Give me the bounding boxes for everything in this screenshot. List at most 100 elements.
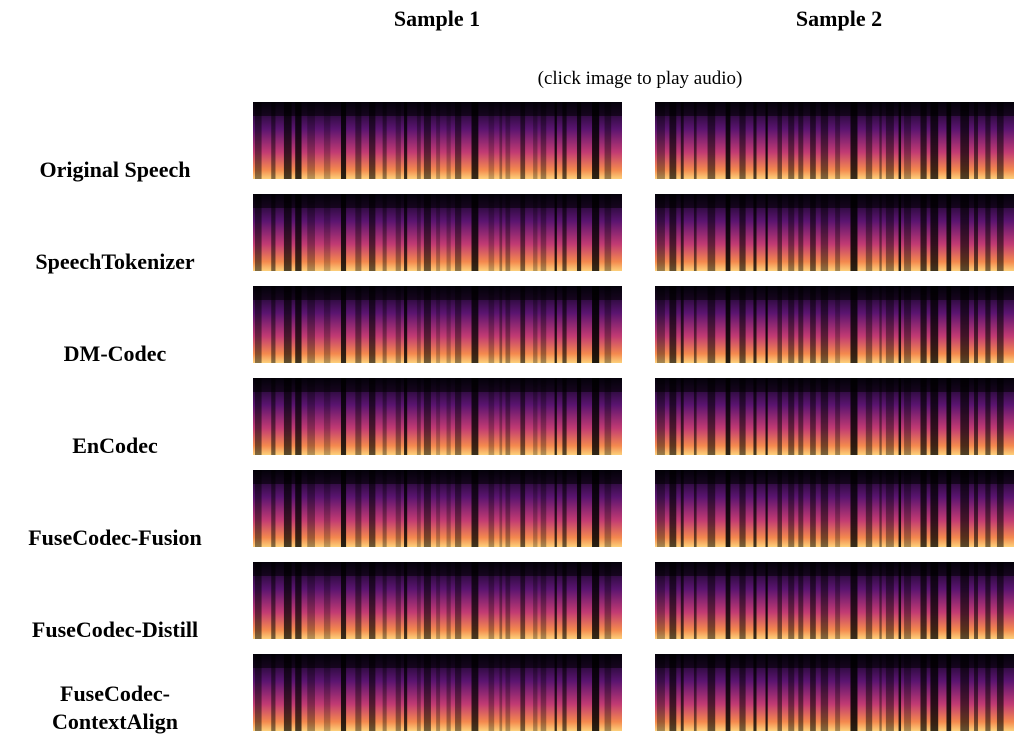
spectrogram[interactable] <box>253 654 622 731</box>
spectrogram-band <box>416 562 421 639</box>
spectrogram-band <box>592 378 600 455</box>
spectrogram-band <box>323 286 331 363</box>
spectrogram-band <box>283 562 292 639</box>
spectrogram-band <box>725 562 731 639</box>
spectrogram-band <box>540 286 547 363</box>
spectrogram-band <box>416 194 421 271</box>
note: (click image to play audio) <box>537 68 743 89</box>
spectrogram-band <box>820 102 829 179</box>
spectrogram-band <box>898 470 902 547</box>
spectrogram-band <box>436 286 441 363</box>
spectrogram-band <box>765 562 768 639</box>
spectrogram-band <box>533 654 538 731</box>
spectrogram-band <box>395 378 401 455</box>
spectrogram-band <box>395 654 401 731</box>
spectrogram[interactable] <box>253 562 622 639</box>
spectrogram-band <box>554 378 557 455</box>
spectrogram-band <box>865 470 873 547</box>
spectrogram-band <box>471 286 479 363</box>
spectrogram[interactable] <box>655 102 1014 179</box>
spectrogram-band <box>765 654 768 731</box>
spectrogram-band <box>295 102 302 179</box>
spectrogram-band <box>471 194 479 271</box>
spectrogram-band <box>885 654 894 731</box>
spectrogram-band <box>488 470 495 547</box>
spectrogram-band <box>533 286 538 363</box>
spectrogram-band <box>499 378 503 455</box>
spectrogram[interactable] <box>655 470 1014 547</box>
spectrogram-band <box>307 194 315 271</box>
spectrogram-band <box>255 562 262 639</box>
spectrogram[interactable] <box>253 194 622 271</box>
spectrogram-band <box>283 470 292 547</box>
spectrogram-band <box>669 378 677 455</box>
spectrogram-band <box>505 286 511 363</box>
spectrogram-band <box>295 378 302 455</box>
spectrogram-band <box>657 194 665 271</box>
spectrogram[interactable] <box>655 194 1014 271</box>
spectrogram-band <box>820 654 829 731</box>
spectrogram[interactable] <box>253 102 622 179</box>
spectrogram-band <box>669 470 677 547</box>
spectrogram-band <box>798 654 804 731</box>
spectrogram-band <box>540 102 547 179</box>
spectrogram[interactable] <box>253 470 622 547</box>
spectrogram-band <box>604 102 612 179</box>
spectrogram-band <box>879 194 882 271</box>
spectrogram-band <box>985 654 991 731</box>
spectrogram[interactable] <box>655 378 1014 455</box>
spectrogram-band <box>974 562 978 639</box>
spectrogram-band <box>423 102 431 179</box>
spectrogram-band <box>885 286 894 363</box>
spectrogram-band <box>865 562 873 639</box>
spectrogram-band <box>423 194 431 271</box>
spectrogram-band <box>255 654 262 731</box>
spectrogram-band <box>753 562 757 639</box>
spectrogram-band <box>707 286 716 363</box>
spectrogram-band <box>739 194 746 271</box>
spectrogram-band <box>455 470 462 547</box>
spectrogram-band <box>340 654 347 731</box>
spectrogram-band <box>554 194 557 271</box>
spectrogram-band <box>271 286 276 363</box>
spectrogram-band <box>788 286 795 363</box>
spectrogram-band <box>369 654 376 731</box>
spectrogram-band <box>765 378 768 455</box>
spectrogram-band <box>725 102 731 179</box>
spectrogram-top <box>655 378 1014 392</box>
spectrogram-band <box>765 286 768 363</box>
spectrogram-band <box>898 654 902 731</box>
spectrogram[interactable] <box>655 562 1014 639</box>
spectrogram-band <box>369 102 376 179</box>
spectrogram-band <box>946 470 952 547</box>
spectrogram-band <box>562 470 567 547</box>
spectrogram-band <box>592 286 600 363</box>
spectrogram-band <box>835 286 841 363</box>
spectrogram-band <box>562 194 567 271</box>
spectrogram[interactable] <box>253 378 622 455</box>
spectrogram-band <box>455 562 462 639</box>
spectrogram-band <box>865 194 873 271</box>
spectrogram-band <box>436 378 441 455</box>
spectrogram-band <box>382 102 387 179</box>
spectrogram-band <box>395 102 401 179</box>
spectrogram-band <box>505 562 511 639</box>
spectrogram-band <box>960 562 970 639</box>
spectrogram-band <box>865 378 873 455</box>
spectrogram-band <box>323 378 331 455</box>
spectrogram[interactable] <box>253 286 622 363</box>
spectrogram-band <box>592 102 600 179</box>
row-label: FuseCodec-Distill <box>31 617 199 642</box>
spectrogram-band <box>920 562 927 639</box>
spectrogram-band <box>904 286 912 363</box>
spectrogram-band <box>753 194 757 271</box>
spectrogram[interactable] <box>655 654 1014 731</box>
spectrogram[interactable] <box>655 286 1014 363</box>
spectrogram-band <box>850 102 858 179</box>
spectrogram-band <box>416 286 421 363</box>
spectrogram-band <box>693 470 697 547</box>
spectrogram-band <box>369 194 376 271</box>
spectrogram-band <box>562 286 567 363</box>
spectrogram-band <box>739 102 746 179</box>
spectrogram-band <box>520 286 526 363</box>
